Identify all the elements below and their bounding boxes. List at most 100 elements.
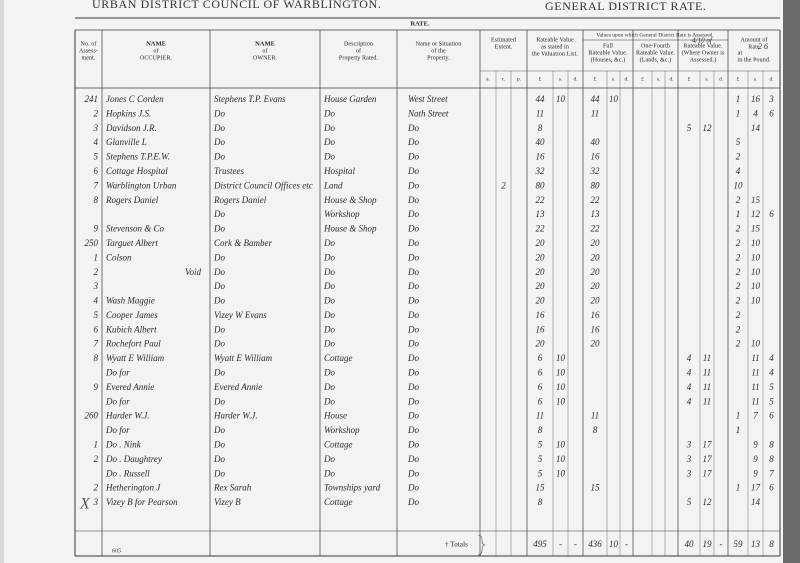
- cell-val-l: 16: [536, 310, 546, 320]
- cell-own-s: 17: [703, 468, 713, 478]
- cell-sit: Do: [407, 180, 419, 190]
- page-number: 605: [112, 548, 121, 554]
- money-unit: d.: [669, 76, 674, 82]
- cell-desc: Cottage: [324, 497, 353, 507]
- column-header: Property Rated.: [339, 55, 379, 61]
- cell-full-l: 20: [591, 238, 601, 248]
- cell-sit: Do: [407, 454, 419, 464]
- cell-sit: Do: [407, 497, 419, 507]
- cell-sit: Do: [407, 310, 419, 320]
- cell-own-s: 11: [703, 368, 711, 378]
- column-header: No. of: [81, 40, 97, 47]
- cell-occ: Do for: [105, 425, 130, 435]
- column-header: of: [356, 47, 361, 54]
- cell-own: Do: [213, 152, 225, 162]
- cell-sit: Nath Street: [407, 108, 449, 118]
- cell-desc: Do: [323, 108, 335, 118]
- cell-ext-r: 2: [501, 180, 506, 190]
- cell-sit: Do: [407, 382, 419, 392]
- cell-own: Do: [213, 339, 225, 349]
- column-header: (Lands, &c.): [640, 56, 672, 63]
- cell-val-s: 10: [556, 353, 566, 363]
- cell-own-s: 11: [703, 353, 711, 363]
- cell-no: 1: [94, 252, 99, 262]
- cell-desc: Do: [323, 152, 335, 162]
- totals-full-l: 436: [588, 539, 602, 549]
- cell-rate-l: 2: [736, 296, 741, 306]
- cell-rate-l: 2: [736, 152, 741, 162]
- cell-val-l: 8: [538, 425, 543, 435]
- cell-sit: Do: [407, 296, 419, 306]
- column-header: of the: [431, 47, 446, 54]
- column-header: Property.: [427, 55, 450, 61]
- cell-own: Do: [213, 209, 225, 219]
- money-unit: d.: [719, 76, 724, 82]
- cell-own: Do: [213, 396, 225, 406]
- cell-rate-s: 11: [751, 382, 759, 392]
- totals-val-d: -: [574, 539, 577, 549]
- cell-val-s: 10: [556, 94, 566, 104]
- cell-desc: Do: [323, 123, 335, 133]
- cell-full-l: 16: [591, 324, 601, 334]
- cell-desc: Do: [323, 382, 335, 392]
- cell-val-s: 10: [556, 439, 566, 449]
- right-title: GENERAL DISTRICT RATE.: [545, 0, 707, 13]
- money-unit: £: [539, 76, 542, 82]
- cell-val-l: 6: [538, 368, 543, 378]
- cell-rate-l: 1: [736, 108, 741, 118]
- cell-no: 8: [94, 195, 99, 205]
- cell-desc: Do: [323, 368, 335, 378]
- cell-own: Do: [213, 281, 225, 291]
- cell-full-l: 20: [591, 267, 601, 277]
- column-header: Rateable Value: [536, 37, 574, 43]
- cell-sit: Do: [407, 152, 419, 162]
- cell-own-l: 3: [686, 454, 692, 464]
- cell-desc: Workshop: [324, 209, 360, 219]
- column-header: Description: [344, 41, 373, 47]
- cell-no: 9: [94, 382, 99, 392]
- cell-rate-l: 2: [736, 324, 741, 334]
- cell-val-s: 10: [556, 382, 566, 392]
- cell-desc: Do: [323, 281, 335, 291]
- cell-own-l: 3: [686, 439, 692, 449]
- cell-rate-s: 12: [751, 209, 761, 219]
- cell-desc: Cottage: [324, 353, 353, 363]
- cell-sit: Do: [407, 439, 419, 449]
- cell-no: 4: [94, 137, 99, 147]
- extent-unit: a.: [486, 76, 490, 82]
- cell-own-l: 4: [687, 382, 692, 392]
- cell-own-l: 4: [687, 396, 692, 406]
- cell-own: Harder W.J.: [213, 411, 258, 421]
- cell-desc: Do: [323, 296, 335, 306]
- cell-occ: Stephens T.P.E.W.: [106, 152, 170, 162]
- cell-desc: Hospital: [323, 166, 356, 176]
- totals-val-l: 495: [533, 539, 547, 549]
- money-unit: £: [641, 76, 644, 82]
- cell-own: Do: [213, 123, 225, 133]
- cell-own: Do: [213, 468, 225, 478]
- cell-no: 250: [85, 238, 99, 248]
- cell-rate-d: 6: [769, 483, 774, 493]
- cell-rate-d: 5: [769, 396, 774, 406]
- totals-brace: [477, 534, 486, 556]
- cell-occ: Hetherington J: [105, 483, 161, 493]
- cell-rate-s: 17: [751, 483, 761, 493]
- cell-rate-l: 2: [736, 281, 741, 291]
- cell-occ: Do for: [105, 368, 130, 378]
- cell-no: 3: [93, 281, 99, 291]
- left-title: URBAN DISTRICT COUNCIL OF WARBLINGTON.: [92, 0, 381, 11]
- cell-occ: Jones C Corden: [106, 94, 164, 104]
- money-unit: s.: [754, 76, 758, 82]
- cell-rate-d: 4: [769, 353, 774, 363]
- cell-no: 1: [94, 439, 99, 449]
- column-header: Rate: [748, 44, 760, 50]
- column-header: OCCUPIER.: [140, 55, 172, 61]
- cell-val-l: 11: [536, 108, 544, 118]
- column-header: of: [153, 47, 158, 54]
- cell-own: Do: [213, 454, 225, 464]
- cell-rate-l: 4: [736, 166, 741, 176]
- cell-occ: Targuet Albert: [106, 238, 158, 248]
- cell-occ: Do . Nink: [105, 439, 142, 449]
- cell-desc: Land: [323, 180, 343, 190]
- money-unit: £: [688, 76, 691, 82]
